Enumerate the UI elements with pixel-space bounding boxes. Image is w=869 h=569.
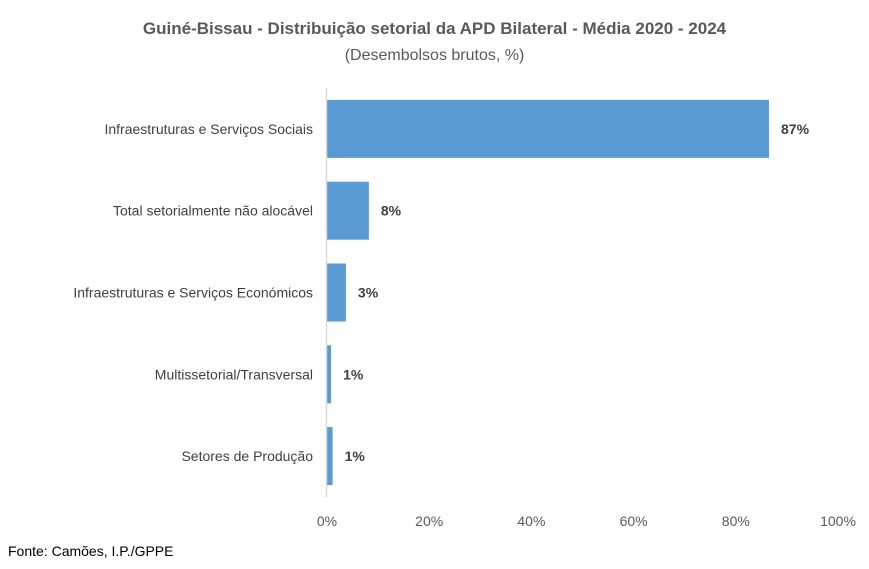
x-tick-label: 0% bbox=[317, 513, 337, 529]
category-label: Setores de Produção bbox=[181, 448, 313, 464]
x-tick-label: 100% bbox=[820, 513, 856, 529]
source-note: Fonte: Camões, I.P./GPPE bbox=[8, 543, 174, 559]
data-label: 1% bbox=[343, 366, 364, 382]
category-label: Infraestruturas e Serviços Económicos bbox=[73, 285, 313, 301]
x-tick-label: 80% bbox=[722, 513, 750, 529]
x-tick-label: 60% bbox=[620, 513, 648, 529]
data-label: 1% bbox=[345, 448, 366, 464]
bar bbox=[327, 345, 332, 404]
x-tick-label: 20% bbox=[415, 513, 443, 529]
bar bbox=[327, 263, 346, 322]
category-label: Multissetorial/Transversal bbox=[155, 366, 313, 382]
category-label: Total setorialmente não alocável bbox=[113, 203, 313, 219]
data-label: 87% bbox=[781, 121, 810, 137]
x-tick-label: 40% bbox=[517, 513, 545, 529]
data-label: 8% bbox=[381, 203, 402, 219]
category-label: Infraestruturas e Serviços Sociais bbox=[104, 121, 313, 137]
data-label: 3% bbox=[358, 285, 379, 301]
bar bbox=[327, 181, 369, 240]
chart-subtitle: (Desembolsos brutos, %) bbox=[344, 47, 525, 64]
bar bbox=[327, 427, 333, 486]
bar bbox=[327, 99, 770, 158]
chart-title: Guiné-Bissau - Distribuição setorial da … bbox=[142, 19, 727, 38]
